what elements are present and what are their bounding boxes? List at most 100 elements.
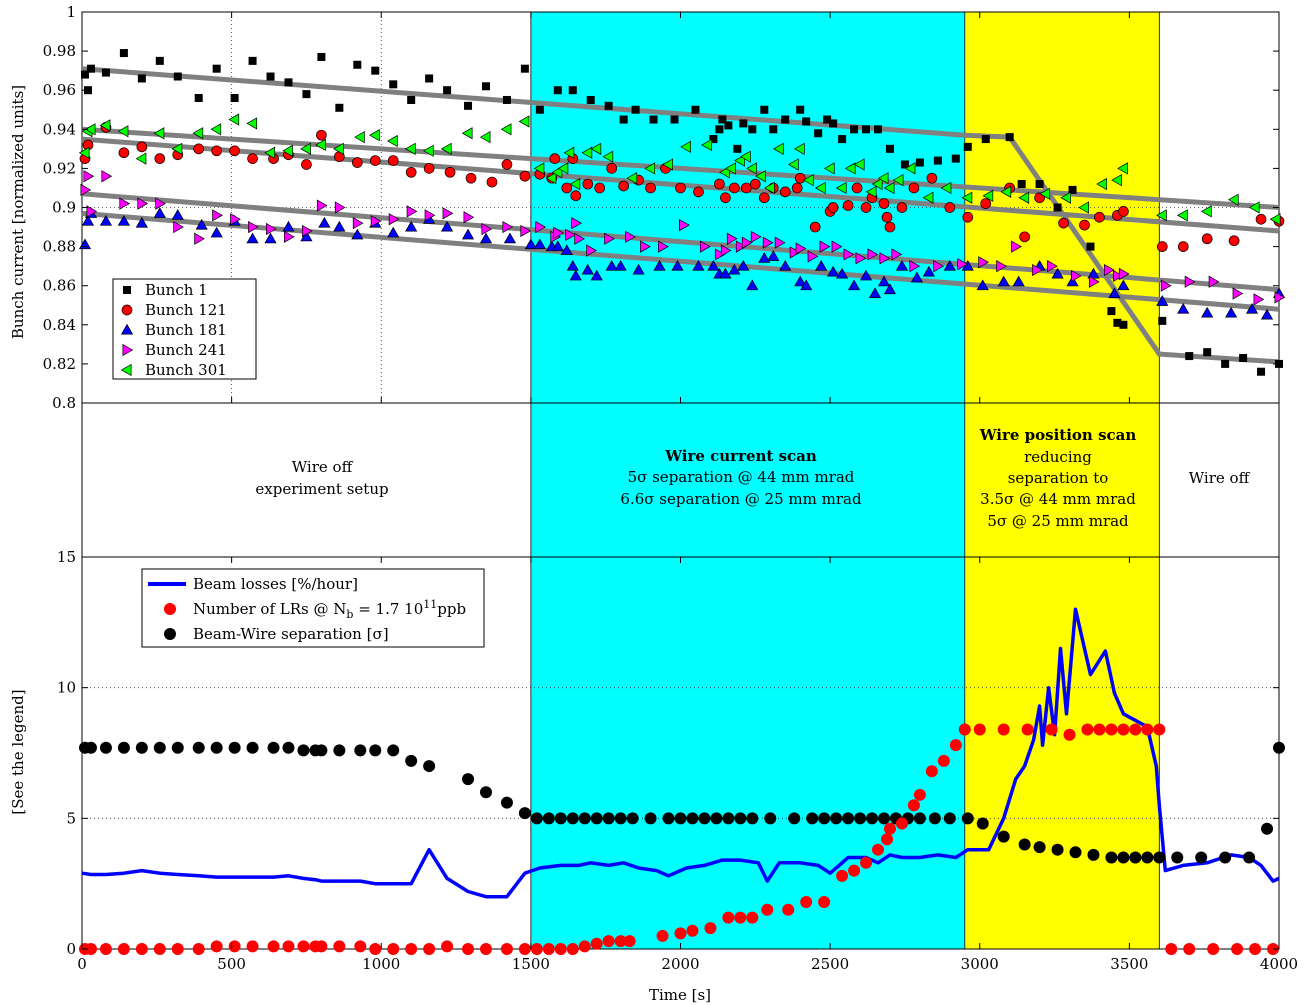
point-bunch-241-69 xyxy=(1112,269,1124,283)
phase-2-line-2: 6.6σ separation @ 25 mm mrad xyxy=(620,490,862,508)
lrs-point-15 xyxy=(315,940,328,953)
lrs-point-30 xyxy=(566,943,579,955)
phase-3-line-4: 5σ @ 25 mm mrad xyxy=(987,512,1129,530)
point-bunch-1-19 xyxy=(389,80,398,89)
point-bunch-181-59 xyxy=(883,283,897,295)
separation-point-27 xyxy=(542,812,555,825)
point-bunch-181-32 xyxy=(569,269,582,281)
point-bunch-241-47 xyxy=(774,236,786,249)
point-bunch-241-75 xyxy=(1253,293,1265,306)
point-bunch-181-27 xyxy=(533,238,546,250)
series-bunch-301 xyxy=(78,113,1281,226)
point-bunch-1-69 xyxy=(1107,307,1116,316)
separation-point-12 xyxy=(282,741,295,754)
point-bunch-1-66 xyxy=(1053,203,1062,212)
point-bunch-181-7 xyxy=(171,209,184,220)
point-bunch-301-10 xyxy=(228,113,240,126)
point-bunch-241-70 xyxy=(1118,267,1130,281)
point-bunch-181-40 xyxy=(692,259,705,271)
legend-label-3: Bunch 181 xyxy=(145,321,227,339)
point-bunch-181-56 xyxy=(859,269,873,281)
lrs-point-69 xyxy=(1129,723,1142,736)
point-bunch-1-33 xyxy=(631,105,640,114)
point-bunch-241-32 xyxy=(574,232,585,245)
point-bunch-301-35 xyxy=(602,150,614,163)
point-bunch-121-64 xyxy=(944,202,956,213)
point-bunch-1-30 xyxy=(586,95,595,104)
point-bunch-241-2 xyxy=(86,205,98,218)
point-bunch-241-4 xyxy=(119,197,131,210)
separation-point-65 xyxy=(1087,848,1100,861)
point-bunch-121-22 xyxy=(465,172,477,184)
point-bunch-1-65 xyxy=(1035,180,1044,189)
point-bunch-301-20 xyxy=(404,142,416,155)
phase-1-line-2: experiment setup xyxy=(255,480,388,498)
separation-point-74 xyxy=(1243,851,1256,864)
point-bunch-301-79 xyxy=(1248,201,1260,214)
point-bunch-241-14 xyxy=(301,224,313,238)
point-bunch-121-45 xyxy=(749,178,761,190)
point-bunch-301-65 xyxy=(961,191,973,204)
top-axes: 0.8 0.82 0.84 0.86 0.88 0.9 0.92 0.94 0.96 0.98 1 xyxy=(43,3,1280,412)
series-bunch-241 xyxy=(80,170,1286,306)
xtick-label-0: 0 xyxy=(77,955,87,973)
point-bunch-301-58 xyxy=(871,177,883,191)
point-bunch-121-55 xyxy=(851,182,863,194)
lrs-point-48 xyxy=(848,864,861,877)
point-bunch-121-8 xyxy=(211,145,223,157)
point-bunch-1-32 xyxy=(619,115,628,124)
point-bunch-121-28 xyxy=(549,153,561,164)
xtick-label-6: 3000 xyxy=(961,955,999,973)
point-bunch-121-21 xyxy=(444,166,456,178)
point-bunch-241-45 xyxy=(750,230,762,243)
point-bunch-1-68 xyxy=(1086,242,1095,251)
separation-point-3 xyxy=(117,741,130,754)
separation-point-68 xyxy=(1129,851,1142,864)
point-bunch-181-22 xyxy=(440,220,454,232)
point-bunch-241-15 xyxy=(316,199,328,212)
legend-swatch-3 xyxy=(120,323,134,335)
lrs-point-11 xyxy=(267,940,280,953)
point-bunch-301-71 xyxy=(1078,201,1089,214)
point-bunch-301-29 xyxy=(551,166,563,179)
point-bunch-181-39 xyxy=(671,259,684,271)
point-bunch-1-21 xyxy=(425,74,434,83)
series-beam-losses xyxy=(81,607,1280,899)
point-bunch-1-2 xyxy=(86,64,95,73)
separation-point-23 xyxy=(479,786,492,799)
separation-point-10 xyxy=(246,741,259,754)
point-bunch-301-25 xyxy=(500,123,512,136)
separation-point-46 xyxy=(806,812,819,825)
separation-point-42 xyxy=(734,812,747,825)
point-bunch-1-54 xyxy=(862,125,871,134)
point-bunch-121-35 xyxy=(618,180,629,192)
lrs-point-46 xyxy=(818,895,831,908)
lrs-point-45 xyxy=(800,895,813,908)
point-bunch-121-18 xyxy=(387,155,399,166)
lrs-point-58 xyxy=(949,739,962,752)
point-bunch-301-6 xyxy=(153,127,165,140)
lrs-point-59 xyxy=(958,723,971,736)
separation-point-26 xyxy=(530,812,543,825)
legend-beam-losses-label: Beam losses [%/hour] xyxy=(193,575,358,593)
top-y-axis-label: Bunch current [normalized units] xyxy=(9,85,27,339)
point-bunch-1-44 xyxy=(760,105,769,114)
point-bunch-301-23 xyxy=(461,127,473,140)
separation-point-49 xyxy=(842,812,855,825)
legend-lrs-label: Number of LRs @ Nb = 1.7 1011ppb xyxy=(193,598,466,621)
separation-point-7 xyxy=(192,741,205,754)
lrs-point-6 xyxy=(171,943,184,955)
point-bunch-241-39 xyxy=(699,240,711,253)
point-bunch-121-74 xyxy=(1118,206,1129,217)
point-bunch-121-19 xyxy=(405,166,417,178)
point-bunch-121-29 xyxy=(561,182,573,194)
beam-losses-line xyxy=(81,607,1280,899)
point-bunch-301-0 xyxy=(78,146,90,159)
point-bunch-1-29 xyxy=(568,86,577,95)
point-bunch-241-18 xyxy=(370,215,382,228)
point-bunch-1-55 xyxy=(874,125,883,134)
point-bunch-121-3 xyxy=(118,147,130,159)
point-bunch-241-53 xyxy=(843,248,855,261)
bottom-ytick-label-3: 15 xyxy=(57,548,76,566)
lrs-point-63 xyxy=(1045,723,1058,736)
